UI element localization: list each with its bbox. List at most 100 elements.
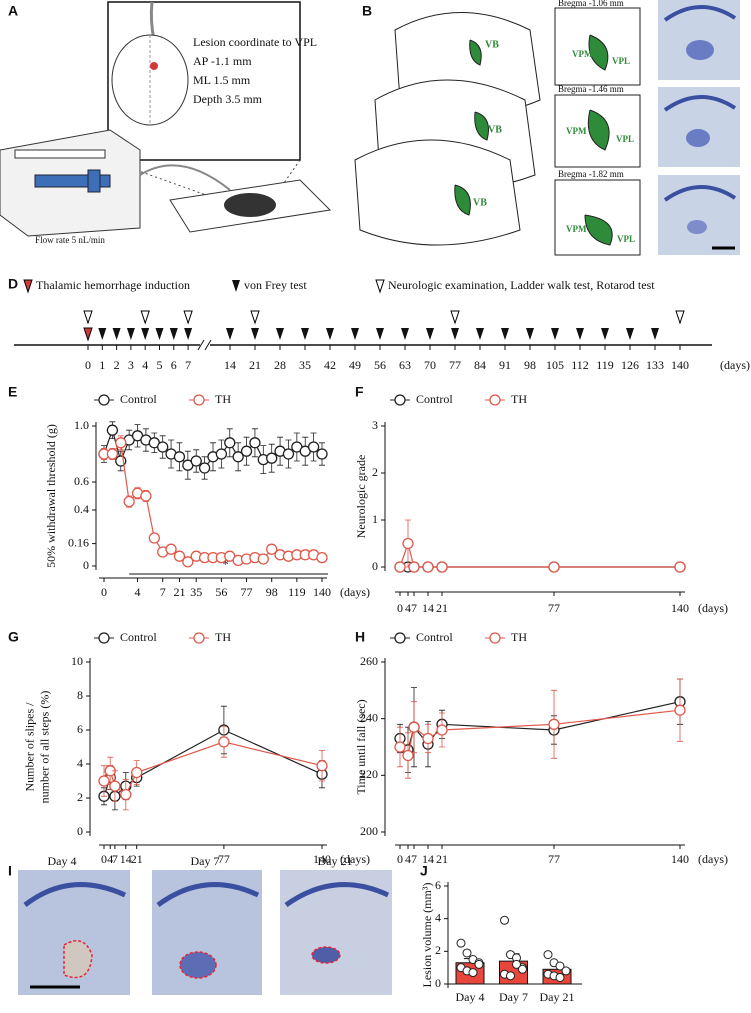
- y-tick-label: 260: [360, 654, 378, 668]
- x-tick-label: Day 7: [499, 990, 528, 1004]
- y-axis-label: Number of slipes /: [22, 702, 36, 792]
- vpl-label: VPL: [612, 56, 630, 66]
- data-point: [316, 551, 328, 564]
- data-point: [106, 424, 119, 436]
- tick-label: 1: [99, 358, 105, 372]
- data-point: [316, 448, 328, 460]
- legend-label: Control: [120, 392, 157, 406]
- y-tick-label: 0: [372, 559, 378, 573]
- x-tick-label: 7: [411, 601, 417, 615]
- x-unit: (days): [340, 852, 370, 866]
- timeline-marker: [426, 328, 434, 340]
- tick-label: 7: [185, 358, 191, 372]
- bregma-label: Bregma -1.46 mm: [558, 84, 624, 94]
- x-tick-label: 4: [135, 585, 141, 599]
- tick-label: 49: [349, 358, 361, 372]
- y-tick-label: 6: [435, 878, 441, 892]
- tick-label: 6: [171, 358, 177, 372]
- legend-label: Control: [416, 392, 453, 406]
- data-point: [224, 437, 236, 449]
- annotation: *: [223, 557, 229, 571]
- timeline-marker: [326, 328, 334, 340]
- image-label: Day 7: [191, 854, 220, 868]
- tick-label: 63: [399, 358, 411, 372]
- tick-label: 56: [374, 358, 386, 372]
- coordinate-title: Lesion coordinate to VPL: [193, 35, 317, 49]
- tick-label: 14: [224, 358, 236, 372]
- data-point: [148, 532, 160, 544]
- y-tick-label: 4: [435, 910, 441, 924]
- panel-label: A: [8, 3, 18, 19]
- bregma-label: Bregma -1.06 mm: [558, 0, 624, 8]
- timeline-marker: [526, 328, 534, 340]
- timeline-marker: [141, 328, 150, 340]
- timeline-marker: [675, 310, 685, 325]
- x-tick-label: 4: [405, 601, 411, 615]
- legend-label: TH: [511, 630, 527, 644]
- tick-label: 35: [299, 358, 311, 372]
- y-tick-label: 8: [77, 688, 83, 702]
- timeline-marker: [155, 328, 164, 340]
- timeline-marker: [601, 328, 609, 340]
- timeline-marker: [276, 328, 284, 340]
- coordinate-ap: AP -1.1 mm: [193, 54, 252, 68]
- y-tick-label: 0: [435, 976, 441, 990]
- data-point: [282, 448, 295, 460]
- coordinate-ml: ML 1.5 mm: [193, 73, 251, 87]
- y-axis-label: 50% withdrawal threshold (g): [44, 424, 58, 568]
- tick-label: 140: [671, 358, 689, 372]
- data-point: [115, 437, 127, 449]
- timeline-marker: [476, 328, 484, 340]
- data-point: [408, 561, 420, 573]
- data-point: [394, 741, 406, 753]
- timeline-marker: [576, 328, 584, 340]
- data-point: [543, 950, 553, 960]
- timeline-marker: [112, 328, 121, 340]
- data-point: [474, 959, 484, 969]
- data-point: [98, 775, 110, 787]
- vpl-label: VPL: [617, 234, 635, 244]
- x-tick-label: Day 4: [456, 990, 485, 1004]
- tick-label: 3: [128, 358, 134, 372]
- x-tick-label: 21: [173, 585, 185, 599]
- x-tick-label: 0: [397, 601, 403, 615]
- x-tick-label: 7: [112, 852, 118, 866]
- data-point: [548, 561, 560, 573]
- legend-label: TH: [511, 392, 527, 406]
- panel-i-images: [18, 870, 392, 995]
- timeline-marker: [83, 327, 93, 342]
- tick-label: 112: [571, 358, 589, 372]
- legend-label: Control: [120, 630, 157, 644]
- legend-label: Control: [416, 630, 453, 644]
- y-tick-label: 220: [360, 767, 378, 781]
- data-point: [157, 441, 169, 453]
- panel-label: B: [362, 3, 372, 19]
- tick-label: 133: [646, 358, 664, 372]
- timeline-marker: [98, 328, 107, 340]
- legend-marker: [489, 394, 501, 406]
- tick-label: 77: [449, 358, 461, 372]
- timeline-marker: [251, 328, 259, 340]
- tick-label: 2: [114, 358, 120, 372]
- data-point: [462, 948, 472, 958]
- panel-label: J: [420, 863, 428, 879]
- data-point: [674, 561, 686, 573]
- x-tick-label: 0: [101, 585, 107, 599]
- y-tick-label: 4: [77, 756, 83, 770]
- image-label: Day 21: [318, 854, 353, 868]
- data-point: [402, 749, 414, 762]
- legend-label: TH: [215, 630, 231, 644]
- y-tick-label: 3: [372, 418, 378, 432]
- y-tick-label: 10: [71, 654, 83, 668]
- timeline-marker: [450, 310, 460, 325]
- y-tick-label: 2: [435, 943, 441, 957]
- x-tick-label: 140: [313, 852, 331, 866]
- legend-marker: [394, 632, 406, 644]
- timeline-marker: [126, 328, 135, 340]
- x-tick-label: 21: [436, 852, 448, 866]
- data-point: [307, 441, 320, 453]
- panel-b-illustration: [354, 7, 641, 256]
- x-tick-label: 140: [671, 601, 689, 615]
- data-point: [500, 915, 509, 925]
- axis-break: [197, 338, 212, 352]
